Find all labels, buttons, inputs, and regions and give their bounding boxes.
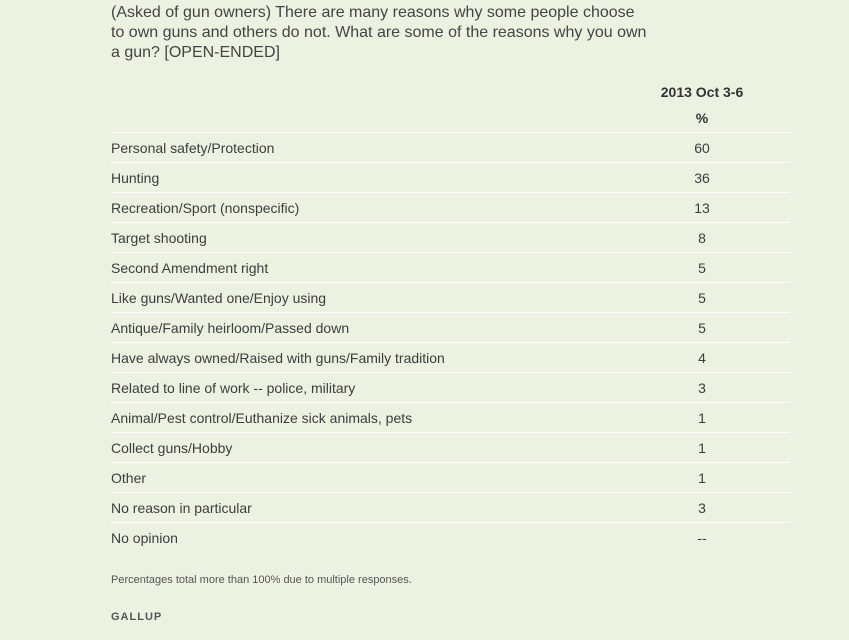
row-label: Recreation/Sport (nonspecific): [111, 200, 300, 216]
source-label: GALLUP: [111, 611, 163, 623]
row-label: Other: [111, 470, 147, 486]
table-row: Animal/Pest control/Euthanize sick anima…: [111, 403, 790, 433]
row-value: 1: [698, 440, 706, 456]
row-value: 1: [698, 470, 706, 486]
row-label: Collect guns/Hobby: [111, 440, 233, 456]
row-label: Animal/Pest control/Euthanize sick anima…: [111, 410, 413, 426]
table-row: No reason in particular 3: [111, 493, 790, 523]
table-row: Recreation/Sport (nonspecific) 13: [111, 193, 790, 223]
row-value: 5: [698, 290, 706, 306]
row-value: 60: [694, 140, 710, 156]
row-value: 3: [698, 500, 706, 516]
row-label: No reason in particular: [111, 500, 252, 516]
table-row: Like guns/Wanted one/Enjoy using 5: [111, 283, 790, 313]
table-row: Hunting 36: [111, 163, 790, 193]
table-row: Antique/Family heirloom/Passed down 5: [111, 313, 790, 343]
footnote: Percentages total more than 100% due to …: [111, 574, 412, 586]
row-value: 1: [698, 410, 706, 426]
table-row: No opinion --: [111, 523, 790, 552]
row-value: 3: [698, 380, 706, 396]
table-row: Collect guns/Hobby 1: [111, 433, 790, 463]
row-label: Second Amendment right: [111, 260, 269, 276]
row-label: Target shooting: [111, 230, 207, 246]
column-header-date: 2013 Oct 3-6: [660, 84, 744, 100]
table-row: Related to line of work -- police, milit…: [111, 373, 790, 403]
question-text: (Asked of gun owners) There are many rea…: [111, 4, 647, 61]
row-label: Have always owned/Raised with guns/Famil…: [111, 350, 445, 366]
table-row: Other 1: [111, 463, 790, 493]
row-label: Like guns/Wanted one/Enjoy using: [111, 290, 327, 306]
table-header-row: 2013 Oct 3-6: [111, 78, 790, 104]
results-table: 2013 Oct 3-6 % Personal safety/Protectio…: [111, 78, 790, 552]
row-value: --: [697, 530, 707, 546]
row-label: Related to line of work -- police, milit…: [111, 380, 356, 396]
column-unit: %: [695, 110, 709, 126]
table-row: Second Amendment right 5: [111, 253, 790, 283]
row-label: Personal safety/Protection: [111, 140, 275, 156]
table-row: Have always owned/Raised with guns/Famil…: [111, 343, 790, 373]
row-value: 5: [698, 320, 706, 336]
table-body: Personal safety/Protection 60 Hunting 36 Rec…: [111, 133, 790, 552]
table-row: Personal safety/Protection 60: [111, 133, 790, 163]
row-label: Hunting: [111, 170, 160, 186]
row-label: No opinion: [111, 530, 178, 546]
row-value: 5: [698, 260, 706, 276]
row-value: 36: [694, 170, 710, 186]
table-unit-row: %: [111, 104, 790, 133]
row-value: 13: [694, 200, 710, 216]
row-value: 4: [698, 350, 706, 366]
table-row: Target shooting 8: [111, 223, 790, 253]
row-value: 8: [698, 230, 706, 246]
row-label: Antique/Family heirloom/Passed down: [111, 320, 350, 336]
